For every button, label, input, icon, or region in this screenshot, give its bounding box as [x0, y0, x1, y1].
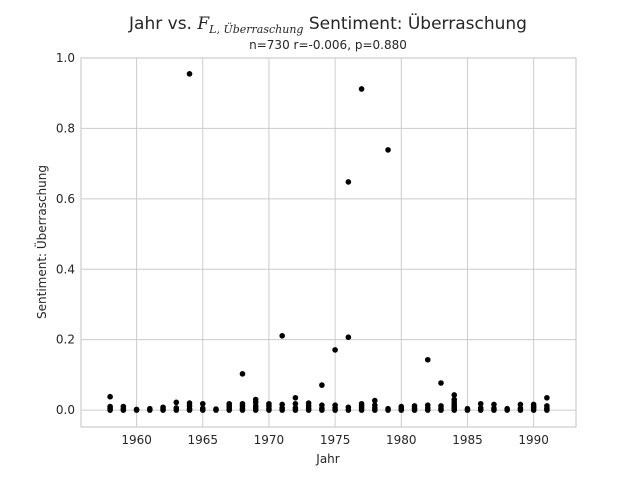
data-point [544, 394, 550, 401]
data-point [372, 397, 378, 404]
data-point [385, 147, 391, 153]
data-point [173, 399, 180, 406]
data-point [199, 400, 206, 407]
data-point [477, 405, 484, 411]
y-tick-label: 0.2 [56, 333, 75, 347]
y-tick-label: 0.6 [56, 192, 75, 206]
y-tick-label: 0.8 [56, 121, 75, 135]
chart-title: Jahr vs. FL, Überraschung Sentiment: Übe… [128, 12, 527, 36]
data-point [517, 401, 524, 408]
data-point [292, 400, 299, 407]
data-point [173, 405, 180, 411]
grid [81, 57, 576, 427]
data-point [332, 402, 338, 408]
data-point [345, 179, 352, 185]
data-point [358, 86, 365, 92]
data-point [398, 403, 405, 410]
data-point [345, 334, 352, 341]
data-point [186, 400, 193, 406]
data-point [252, 396, 259, 403]
data-point [147, 405, 153, 412]
data-point [424, 402, 431, 408]
data-point [279, 333, 285, 339]
data-point [239, 400, 246, 407]
data-point [464, 405, 471, 412]
data-point [372, 402, 378, 408]
data-point [491, 401, 497, 408]
data-point [279, 401, 285, 408]
tick-labels: 1960 1965 1970 1975 1980 1985 1990 0.0 0.2 0.4 0.6… [56, 51, 549, 447]
x-tick-label: 1965 [187, 433, 218, 447]
x-tick-label: 1975 [320, 433, 351, 447]
data-point [517, 405, 524, 412]
data-point [358, 400, 365, 407]
data-point [199, 405, 206, 412]
x-tick-label: 1970 [254, 433, 285, 447]
data-point [133, 406, 140, 413]
data-point [438, 403, 444, 409]
chart-title-suffix: Sentiment: Überraschung [303, 12, 527, 34]
data-point [438, 380, 444, 386]
chart-title-prefix: Jahr vs. [128, 14, 197, 34]
data-point [186, 71, 193, 77]
data-point [491, 405, 497, 412]
data-point [319, 402, 325, 408]
data-point [424, 356, 431, 363]
data-points [107, 71, 550, 413]
data-point [332, 347, 338, 353]
data-point [345, 404, 352, 411]
data-point [213, 406, 219, 412]
data-point [226, 400, 233, 407]
y-tick-label: 1.0 [56, 51, 75, 65]
data-point [385, 405, 391, 412]
data-point [292, 405, 299, 411]
data-point [544, 403, 550, 409]
data-point [120, 403, 127, 410]
data-point [411, 403, 418, 409]
data-point [107, 403, 113, 410]
data-point [530, 401, 537, 408]
chart-title-math-sub: L, Überraschung [208, 22, 303, 36]
x-tick-label: 1960 [121, 433, 152, 447]
y-axis-label: Sentiment: Überraschung [33, 165, 49, 319]
data-point [451, 392, 458, 398]
y-tick-label: 0.4 [56, 262, 75, 276]
data-point [477, 400, 484, 407]
data-point [504, 405, 510, 412]
x-tick-label: 1990 [518, 433, 549, 447]
data-point [160, 404, 166, 411]
data-point [292, 394, 299, 401]
data-point [451, 396, 458, 403]
data-point [266, 400, 272, 407]
y-tick-label: 0.0 [56, 403, 75, 417]
data-point [239, 371, 246, 377]
x-tick-label: 1980 [386, 433, 417, 447]
x-tick-label: 1985 [452, 433, 483, 447]
chart-subtitle: n=730 r=-0.006, p=0.880 [249, 38, 407, 52]
data-point [305, 400, 312, 406]
x-axis-label: Jahr [315, 452, 339, 466]
data-point [319, 382, 325, 388]
data-point [107, 393, 113, 400]
plot-frame [80, 57, 577, 428]
chart-title-math-main: F [196, 14, 210, 34]
